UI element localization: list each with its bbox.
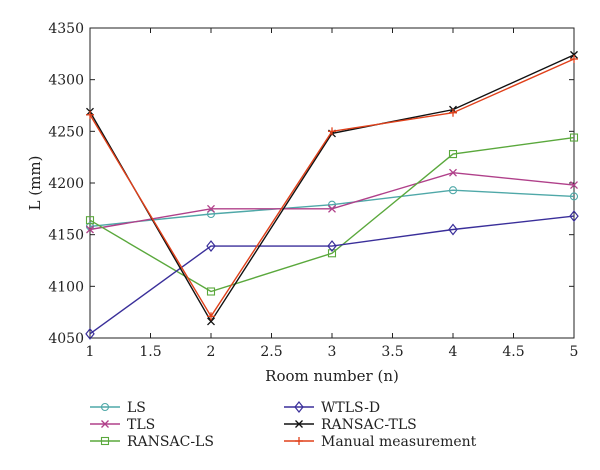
y-axis-label: L (mm) <box>26 156 44 211</box>
y-tick-label: 4150 <box>48 228 84 244</box>
legend-marker <box>295 420 303 428</box>
legend-item-wtls-d: WTLS-D <box>284 400 380 416</box>
legend-item-manual-measurement: Manual measurement <box>284 434 477 450</box>
legend-label: Manual measurement <box>321 434 477 450</box>
y-tick-label: 4300 <box>48 73 84 89</box>
y-tick-label: 4100 <box>48 279 84 295</box>
data-point-tls <box>207 204 215 213</box>
legend-label: RANSAC-LS <box>127 434 214 450</box>
data-point-ransac-ls <box>569 133 579 142</box>
data-point-ls <box>206 209 216 219</box>
data-point-ls <box>569 192 579 201</box>
data-point-ransac-tls <box>207 317 215 326</box>
series-line-manual-measurement <box>89 58 575 318</box>
data-point-wtls-d <box>569 210 579 223</box>
y-tick-label: 4250 <box>48 124 84 140</box>
data-point-manual-measurement <box>449 108 457 117</box>
legend-label: TLS <box>127 417 155 433</box>
x-tick-label: 1.5 <box>139 344 161 360</box>
legend-marker <box>100 436 110 446</box>
data-point-wtls-d <box>448 223 458 236</box>
legend-marker <box>101 420 109 428</box>
data-point-ransac-tls <box>570 50 578 59</box>
legend-item-ransac-tls: RANSAC-TLS <box>284 417 417 433</box>
legend-label: RANSAC-TLS <box>321 417 417 433</box>
series-line-ls <box>89 189 575 228</box>
x-tick-label: 1 <box>86 344 95 360</box>
data-point-ransac-ls <box>85 216 95 225</box>
y-tick-label: 4200 <box>48 176 84 192</box>
data-point-wtls-d <box>85 327 95 340</box>
legend-marker <box>295 437 303 445</box>
data-point-tls <box>86 225 94 234</box>
data-point-ransac-ls <box>448 150 458 159</box>
data-point-wtls-d <box>206 240 216 252</box>
data-point-manual-measurement <box>570 55 578 63</box>
x-tick-label: 3.5 <box>381 344 403 360</box>
legend-label: LS <box>127 400 146 416</box>
data-point-ls <box>448 186 458 195</box>
legend-marker <box>100 402 110 412</box>
x-tick-label: 5 <box>570 344 579 360</box>
y-tick-label: 4050 <box>48 331 84 347</box>
legend-item-ls: LS <box>90 400 146 416</box>
x-tick-label: 2.5 <box>260 344 282 360</box>
data-point-manual-measurement <box>86 110 94 119</box>
x-tick-label: 4.5 <box>502 344 524 360</box>
axis-ticks: 1 1.5 2 2.5 3 3.5 4 4.5 5 4050 4100 4150 4200 4250 430… <box>48 21 578 360</box>
legend-item-tls: TLS <box>90 417 155 433</box>
x-axis-label: Room number (n) <box>265 367 399 385</box>
data-point-manual-measurement <box>328 127 336 136</box>
data-point-manual-measurement <box>207 312 215 321</box>
series-group <box>85 50 579 340</box>
legend-item-ransac-ls: RANSAC-LS <box>90 434 214 450</box>
x-tick-label: 4 <box>449 344 458 360</box>
series-line-ransac-ls <box>89 136 575 293</box>
data-point-ransac-ls <box>327 249 337 258</box>
legend-label: WTLS-D <box>321 400 380 416</box>
data-point-tls <box>449 168 457 177</box>
plot-frame <box>89 27 575 339</box>
x-tick-label: 3 <box>328 344 337 360</box>
data-point-tls <box>328 204 336 213</box>
x-tick-label: 2 <box>207 344 216 360</box>
series-line-wtls-d <box>89 215 575 335</box>
legend-marker <box>294 401 304 413</box>
data-point-ransac-ls <box>206 287 216 296</box>
data-point-tls <box>570 181 578 190</box>
data-point-wtls-d <box>327 240 337 252</box>
y-tick-label: 4350 <box>48 21 84 37</box>
